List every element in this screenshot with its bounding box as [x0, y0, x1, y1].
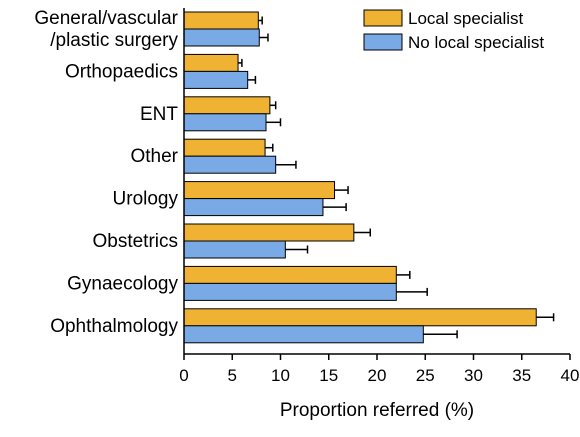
category-label-line: Urology	[113, 189, 179, 210]
x-tick-label-15: 15	[319, 366, 338, 385]
error-bars-layer	[238, 16, 555, 339]
category-label-obstetrics: Obstetrics	[92, 231, 178, 252]
error-bar-local-specialist-ophthalmology	[536, 313, 555, 322]
legend: Local specialist No local specialist	[363, 9, 544, 52]
category-label-line: Orthopaedics	[65, 61, 178, 82]
bar-no-local-specialist-other	[183, 155, 277, 174]
category-labels: General/vascular/plastic surgery Orthopae…	[34, 8, 178, 337]
category-label-ent: ENT	[140, 104, 178, 125]
error-bar-no-local-specialist-other	[275, 160, 297, 169]
bar-no-local-specialist-obstetrics	[183, 240, 286, 259]
category-label-orthopaedics: Orthopaedics	[65, 61, 178, 82]
category-label-urology: Urology	[113, 189, 179, 210]
category-label-line: /plastic surgery	[50, 30, 178, 51]
category-label-ophthalmology: Ophthalmology	[50, 316, 178, 337]
bar-local-specialist-other	[183, 138, 266, 157]
error-bar-local-specialist-other	[265, 143, 274, 152]
legend-label-local-specialist: Local specialist	[408, 9, 524, 28]
error-bar-no-local-specialist-gynaecology	[396, 287, 428, 296]
legend-swatch-no-local-specialist	[363, 33, 403, 51]
bar-no-local-specialist-ent	[183, 113, 267, 132]
category-label-gynaecology: Gynaecology	[67, 273, 178, 294]
bar-no-local-specialist-orthopaedics	[183, 70, 249, 89]
x-tick-label-40: 40	[561, 366, 580, 385]
x-tick-label-10: 10	[271, 366, 290, 385]
category-label-general-vascular-plastic-surgery: General/vascular/plastic surgery	[34, 8, 178, 51]
x-tick-label-0: 0	[179, 366, 188, 385]
x-axis-title: Proportion referred (%)	[280, 400, 474, 421]
x-tick-label-20: 20	[368, 366, 387, 385]
error-bar-local-specialist-general-vascular-plastic-surgery	[258, 16, 263, 25]
x-tick-label-25: 25	[416, 366, 435, 385]
bar-no-local-specialist-gynaecology	[183, 282, 397, 301]
bar-local-specialist-gynaecology	[183, 265, 397, 284]
bar-local-specialist-obstetrics	[183, 223, 355, 242]
bar-local-specialist-orthopaedics	[183, 53, 239, 72]
category-label-line: General/vascular	[34, 8, 178, 29]
error-bar-local-specialist-gynaecology	[396, 270, 411, 279]
category-label-line: ENT	[140, 104, 178, 125]
error-bar-no-local-specialist-ent	[266, 118, 282, 127]
bar-local-specialist-ent	[183, 96, 271, 115]
error-bar-local-specialist-ent	[269, 101, 277, 110]
category-label-line: Ophthalmology	[50, 316, 178, 337]
bars-layer	[183, 11, 537, 344]
category-label-line: Gynaecology	[67, 273, 178, 294]
error-bar-local-specialist-obstetrics	[353, 228, 371, 237]
category-label-line: Other	[130, 146, 178, 167]
bar-no-local-specialist-ophthalmology	[183, 325, 424, 344]
x-tick-label-35: 35	[512, 366, 531, 385]
error-bar-no-local-specialist-general-vascular-plastic-surgery	[259, 33, 269, 42]
bar-local-specialist-general-vascular-plastic-surgery	[183, 11, 259, 30]
legend-label-no-local-specialist: No local specialist	[408, 33, 544, 52]
legend-item-local-specialist: Local specialist	[363, 9, 524, 28]
category-label-other: Other	[130, 146, 178, 167]
x-ticks: 0 5 10 15 20 25 30 35 40	[179, 354, 579, 385]
error-bar-no-local-specialist-ophthalmology	[423, 330, 458, 339]
category-label-line: Obstetrics	[92, 231, 178, 252]
bar-local-specialist-ophthalmology	[183, 308, 537, 327]
error-bar-local-specialist-urology	[334, 186, 349, 195]
bar-no-local-specialist-urology	[183, 198, 324, 217]
error-bar-no-local-specialist-orthopaedics	[247, 75, 257, 84]
x-tick-label-30: 30	[464, 366, 483, 385]
bar-local-specialist-urology	[183, 181, 336, 200]
bar-no-local-specialist-general-vascular-plastic-surgery	[183, 28, 260, 47]
error-bar-no-local-specialist-obstetrics	[285, 245, 309, 254]
x-tick-label-5: 5	[228, 366, 237, 385]
legend-item-no-local-specialist: No local specialist	[363, 33, 544, 52]
legend-swatch-local-specialist	[363, 9, 403, 27]
error-bar-local-specialist-orthopaedics	[238, 58, 243, 67]
error-bar-no-local-specialist-urology	[322, 203, 347, 212]
